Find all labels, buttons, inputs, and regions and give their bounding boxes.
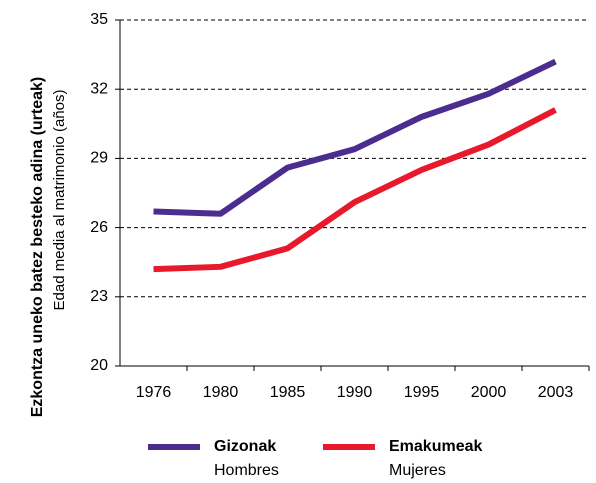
legend-sublabel: Mujeres (389, 462, 446, 479)
y-tick-label: 35 (90, 11, 108, 28)
y-tick-label: 26 (90, 219, 108, 236)
x-tick-label: 1980 (203, 384, 239, 401)
y-tick-label: 32 (90, 80, 108, 97)
x-tick-label: 1976 (136, 384, 172, 401)
x-tick-label: 1985 (270, 384, 306, 401)
x-tick-label: 2003 (538, 384, 574, 401)
x-tick-label: 2000 (471, 384, 507, 401)
y-axis-subtitle: Edad media al matrimonio (años) (51, 90, 68, 311)
y-tick-label: 20 (90, 357, 108, 374)
y-tick-label: 29 (90, 150, 108, 167)
series-line (153, 107, 557, 273)
y-axis-title: Ezkontza uneko batez besteko adina (urte… (29, 77, 46, 418)
x-tick-label: 1995 (404, 384, 440, 401)
legend-label: Gizonak (214, 438, 276, 455)
series-line (153, 58, 557, 217)
y-tick-label: 23 (90, 288, 108, 305)
legend-label: Emakumeak (389, 438, 482, 455)
legend-sublabel: Hombres (214, 462, 279, 479)
x-tick-label: 1990 (337, 384, 373, 401)
